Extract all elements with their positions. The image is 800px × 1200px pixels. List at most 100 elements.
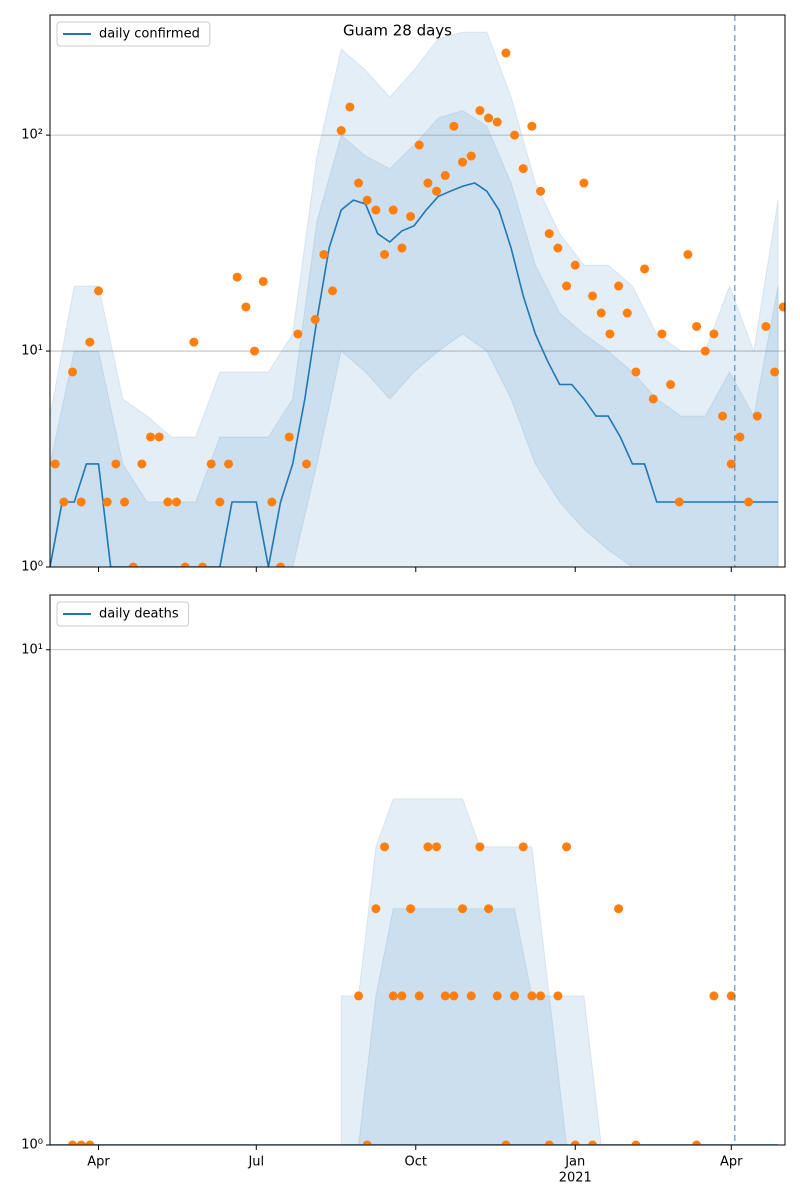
data-point (371, 205, 381, 215)
data-point (683, 250, 693, 260)
data-point (76, 1140, 86, 1145)
data-point (85, 337, 95, 347)
data-point (588, 1140, 598, 1145)
data-point (250, 346, 260, 356)
data-point (709, 991, 719, 1001)
data-point (596, 308, 606, 318)
data-point (388, 991, 398, 1001)
data-point (510, 991, 520, 1001)
data-point (180, 562, 190, 567)
data-point (362, 195, 372, 205)
plot: 10⁰ 10¹ Apr Jul Oct Jan Apr 2021 daily deaths (21, 594, 786, 1186)
data-point (328, 286, 338, 296)
data-point (536, 186, 546, 196)
plot-area (50, 798, 779, 1145)
plot: 10⁰ 10¹ 10² Guam 28 days daily confirmed (21, 14, 786, 575)
data-point (544, 1140, 554, 1145)
series-line (50, 182, 779, 567)
data-point (232, 272, 242, 282)
data-point (501, 1140, 511, 1145)
data-point (778, 302, 785, 312)
data-point (744, 497, 754, 507)
data-point (570, 260, 580, 270)
data-point (518, 842, 528, 852)
chart-title: Guam 28 days (343, 22, 452, 40)
data-point (726, 459, 736, 469)
data-point (553, 991, 563, 1001)
y-tick-label: 10¹ (21, 642, 43, 657)
data-point (501, 48, 511, 58)
data-point (432, 842, 442, 852)
data-point (440, 991, 450, 1001)
data-point (388, 205, 398, 215)
data-point (527, 991, 537, 1001)
data-point (657, 329, 667, 339)
data-point (666, 380, 676, 390)
data-point (120, 497, 130, 507)
data-point (449, 991, 459, 1001)
legend-box (56, 21, 211, 47)
data-point (172, 497, 182, 507)
data-point (354, 991, 364, 1001)
data-point (562, 281, 572, 291)
data-point (458, 904, 468, 914)
data-point (640, 264, 650, 274)
data-point (544, 229, 554, 239)
data-point (423, 842, 433, 852)
data-point (397, 991, 407, 1001)
data-point (475, 106, 485, 116)
data-point (406, 211, 416, 221)
data-point (319, 250, 329, 260)
data-point (466, 151, 476, 161)
data-point (458, 157, 468, 167)
data-point (59, 497, 69, 507)
y-tick-label: 10⁰ (21, 1138, 43, 1153)
data-point (614, 904, 624, 914)
plot-area (50, 31, 785, 567)
data-point (310, 315, 320, 325)
data-point (50, 459, 60, 469)
x-tick-label: Oct (405, 1155, 427, 1170)
data-point (588, 291, 598, 301)
plot-frame (49, 14, 786, 568)
data-point (735, 432, 745, 442)
data-point (692, 1140, 702, 1145)
data-point (258, 276, 268, 286)
data-point (102, 497, 112, 507)
data-point (631, 367, 641, 377)
data-point (241, 302, 251, 312)
data-point (302, 459, 312, 469)
x-year-label: 2021 (559, 1171, 592, 1186)
data-point (206, 459, 216, 469)
x-tick-label: Jan (564, 1155, 585, 1170)
data-point (510, 130, 520, 140)
data-point (570, 1140, 580, 1145)
y-tick-label: 10⁰ (21, 560, 43, 575)
data-point (631, 1140, 641, 1145)
data-point (198, 562, 208, 567)
legend-label: daily deaths (99, 607, 179, 622)
y-tick-label: 10² (21, 128, 43, 143)
data-point (68, 367, 78, 377)
data-point (423, 178, 433, 188)
data-point (553, 243, 563, 253)
data-point (406, 904, 416, 914)
data-point (605, 329, 615, 339)
data-point (189, 337, 199, 347)
data-point (484, 904, 494, 914)
data-point (76, 497, 86, 507)
data-point (536, 991, 546, 1001)
data-point (484, 113, 494, 123)
data-point (475, 842, 485, 852)
data-point (111, 459, 121, 469)
data-point (68, 1140, 78, 1145)
band (340, 798, 602, 1145)
data-point (94, 286, 104, 296)
legend-box (56, 601, 190, 627)
data-point (718, 411, 728, 421)
data-point (674, 497, 684, 507)
data-point (336, 126, 346, 136)
data-point (137, 459, 147, 469)
data-point (414, 991, 424, 1001)
data-point (527, 121, 537, 131)
